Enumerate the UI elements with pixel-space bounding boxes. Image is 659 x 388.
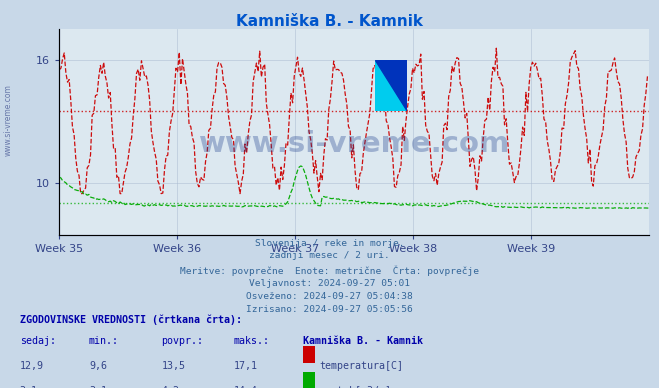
Text: Kamniška B. - Kamnik: Kamniška B. - Kamnik: [303, 336, 423, 346]
Text: 14,4: 14,4: [234, 386, 258, 388]
Text: maks.:: maks.:: [234, 336, 270, 346]
Text: min.:: min.:: [89, 336, 119, 346]
Text: pretok[m3/s]: pretok[m3/s]: [320, 386, 391, 388]
Text: 3,1: 3,1: [20, 386, 38, 388]
Text: www.si-vreme.com: www.si-vreme.com: [198, 130, 510, 158]
Text: Kamniška B. - Kamnik: Kamniška B. - Kamnik: [236, 14, 423, 29]
Text: povpr.:: povpr.:: [161, 336, 204, 346]
Text: 17,1: 17,1: [234, 361, 258, 371]
Text: ZGODOVINSKE VREDNOSTI (črtkana črta):: ZGODOVINSKE VREDNOSTI (črtkana črta):: [20, 314, 242, 325]
Text: 12,9: 12,9: [20, 361, 43, 371]
Text: 4,2: 4,2: [161, 386, 179, 388]
Text: Slovenija / reke in morje.
zadnji mesec / 2 uri.
Meritve: povprečne  Enote: metr: Slovenija / reke in morje. zadnji mesec …: [180, 239, 479, 314]
Text: sedaj:: sedaj:: [20, 336, 56, 346]
Text: 9,6: 9,6: [89, 361, 107, 371]
Text: 13,5: 13,5: [161, 361, 185, 371]
Text: temperatura[C]: temperatura[C]: [320, 361, 403, 371]
Text: 3,1: 3,1: [89, 386, 107, 388]
Text: www.si-vreme.com: www.si-vreme.com: [3, 84, 13, 156]
